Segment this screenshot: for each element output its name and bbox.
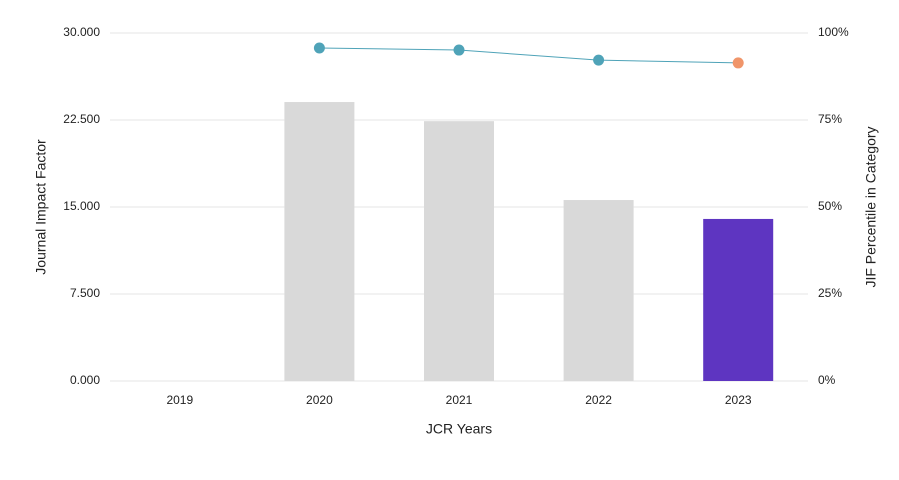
y2-tick-label: 50%	[818, 199, 842, 213]
y2-axis-title: JIF Percentile in Category	[863, 126, 879, 287]
bar	[563, 200, 634, 381]
x-tick-label: 2022	[585, 393, 612, 407]
y-tick-label: 22.500	[63, 112, 100, 126]
x-tick-label: 2023	[725, 393, 752, 407]
y-tick-label: 0.000	[70, 373, 100, 387]
y2-tick-label: 25%	[818, 286, 842, 300]
bar	[424, 121, 494, 381]
line-point	[593, 54, 605, 66]
x-tick-label: 2021	[446, 393, 473, 407]
line-point	[453, 44, 465, 56]
line	[319, 47, 739, 64]
y2-tick-label: 100%	[818, 25, 849, 39]
y-tick-label: 15.000	[63, 199, 100, 213]
y-tick-label: 7.500	[70, 286, 100, 300]
y2-tick-label: 75%	[818, 112, 842, 126]
line-point	[732, 57, 744, 69]
x-tick-label: 2020	[306, 393, 333, 407]
bar	[284, 102, 355, 382]
x-tick-label: 2019	[166, 393, 193, 407]
y-tick-label: 30.000	[63, 25, 100, 39]
x-axis-title: JCR Years	[426, 421, 492, 437]
y-axis-title: Journal Impact Factor	[33, 139, 49, 275]
line-point	[313, 42, 325, 54]
bar	[703, 218, 774, 381]
y2-tick-label: 0%	[818, 373, 836, 387]
